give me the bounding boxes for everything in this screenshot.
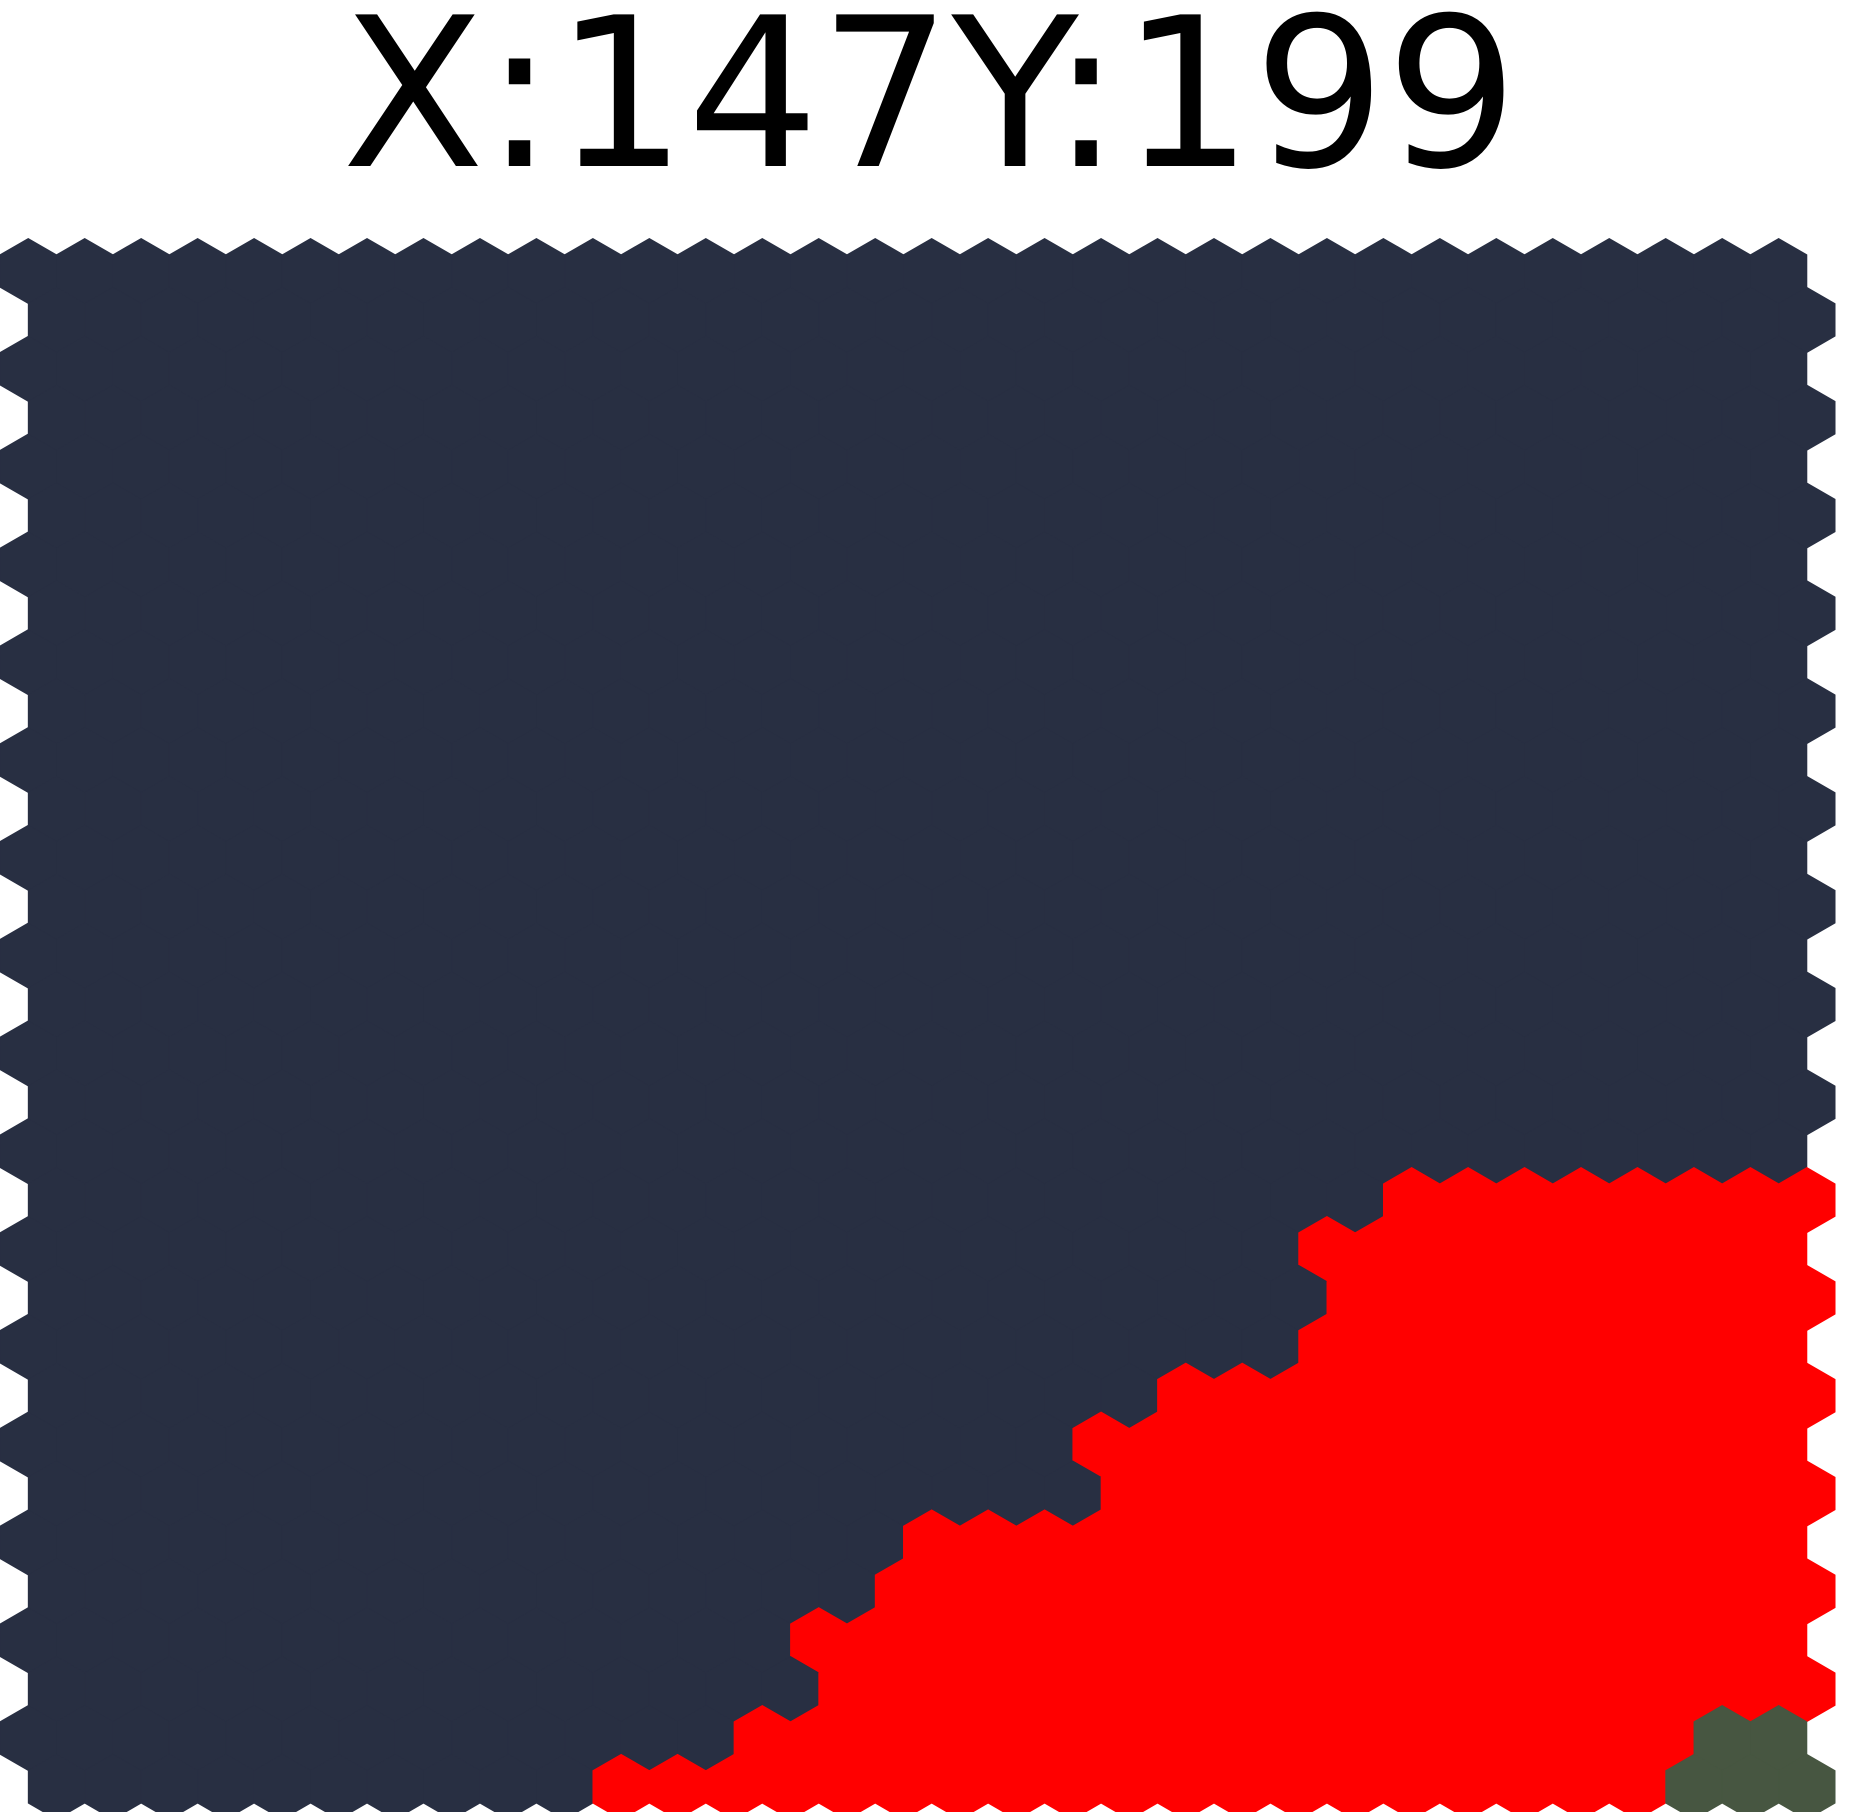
hex-cell-green[interactable]	[1778, 1753, 1836, 1812]
x-value: 147	[554, 0, 952, 216]
x-label: X:	[341, 0, 555, 216]
hex-cells	[0, 237, 1836, 1812]
coordinate-readout: X: 147 Y: 199	[0, 0, 1860, 199]
y-label: Y:	[951, 0, 1122, 216]
y-value: 199	[1121, 0, 1519, 216]
